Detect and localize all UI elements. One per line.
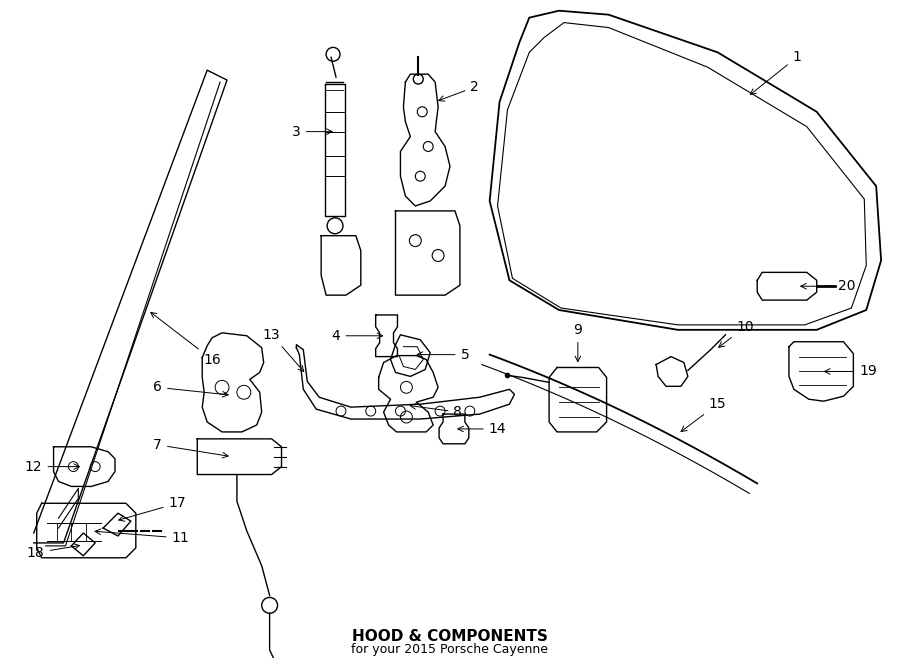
Text: 3: 3 (292, 125, 332, 139)
Text: HOOD & COMPONENTS: HOOD & COMPONENTS (352, 629, 548, 644)
Text: 9: 9 (573, 323, 582, 362)
Text: 11: 11 (95, 529, 189, 545)
Text: 10: 10 (719, 320, 754, 347)
Text: 16: 16 (151, 313, 221, 367)
Text: 12: 12 (25, 459, 79, 473)
Text: 14: 14 (458, 422, 507, 436)
Text: 18: 18 (27, 544, 79, 560)
Text: 15: 15 (681, 397, 726, 432)
Text: 4: 4 (332, 329, 382, 343)
Text: for your 2015 Porsche Cayenne: for your 2015 Porsche Cayenne (352, 643, 548, 656)
Text: 2: 2 (439, 80, 479, 101)
Text: 6: 6 (153, 380, 228, 397)
Text: 7: 7 (153, 438, 228, 458)
Text: 20: 20 (801, 279, 855, 293)
Text: 5: 5 (418, 348, 469, 362)
Text: 19: 19 (824, 364, 877, 379)
Text: 8: 8 (410, 404, 463, 419)
Text: 17: 17 (119, 496, 186, 521)
Text: 1: 1 (751, 50, 801, 95)
Text: 13: 13 (263, 328, 303, 371)
